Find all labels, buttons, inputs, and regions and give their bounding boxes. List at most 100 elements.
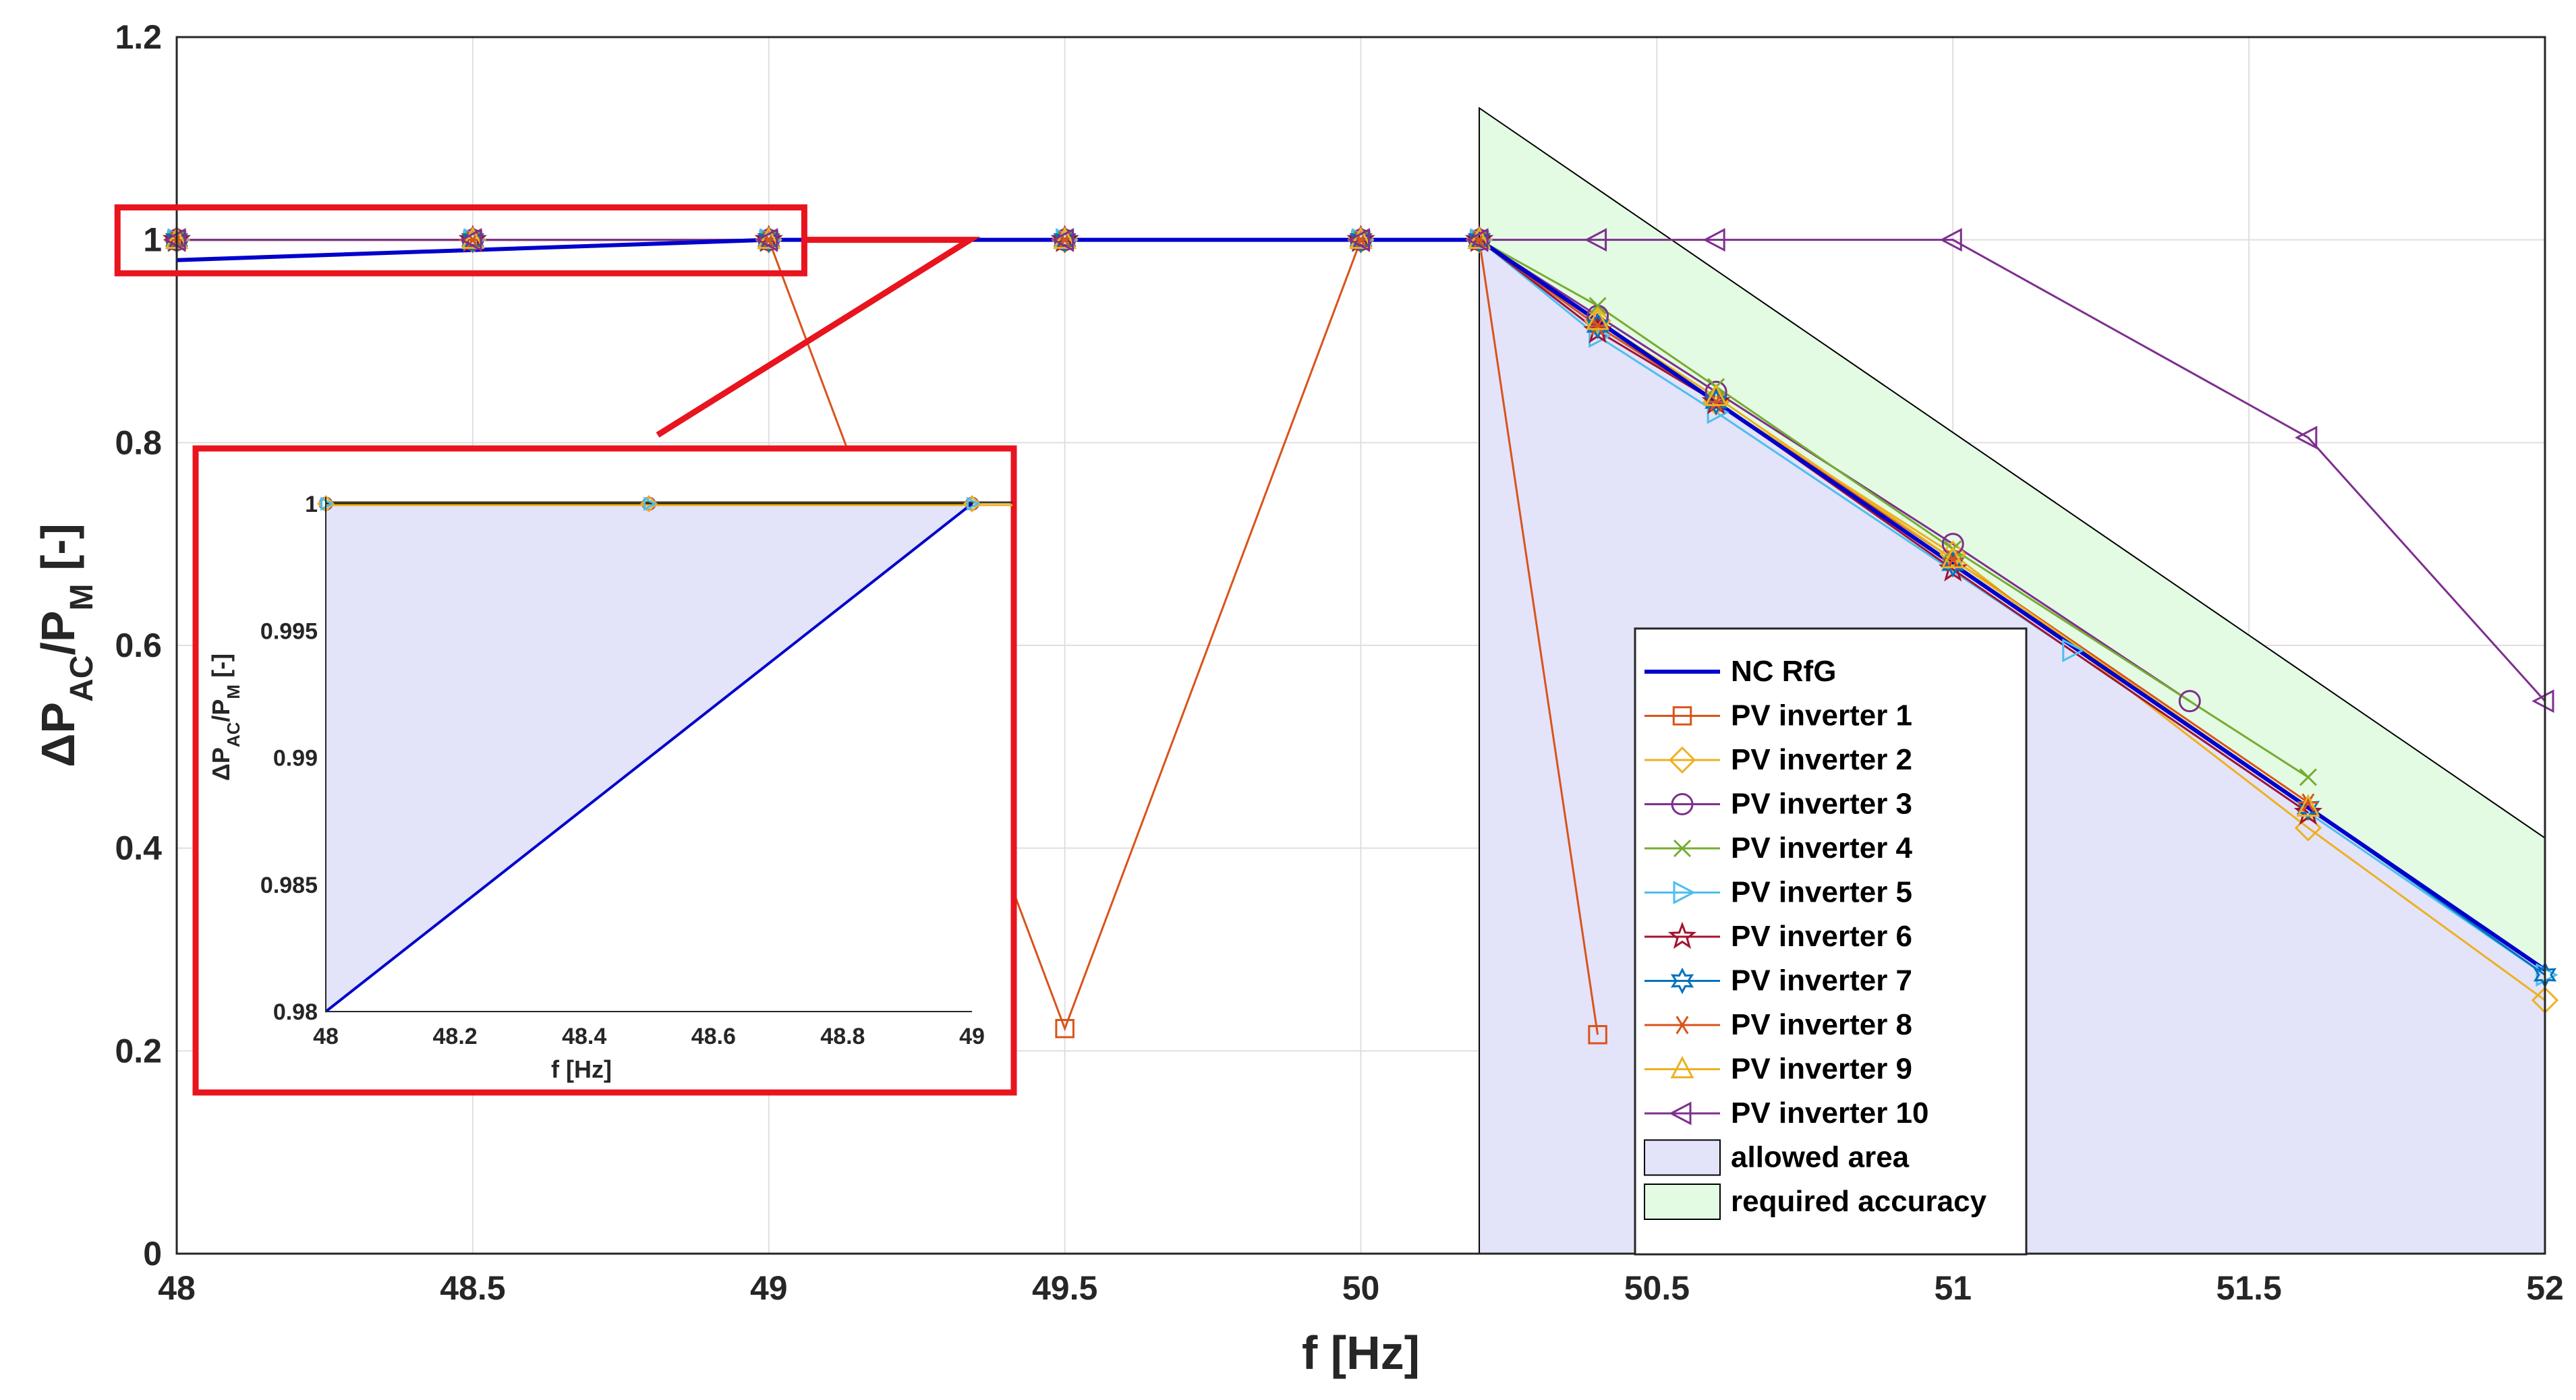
series-10-point-1 [459, 228, 482, 252]
y-tick-label-6: 1.2 [115, 18, 162, 56]
series-7-point-6 [1586, 312, 1609, 340]
series-8-point-9 [2297, 793, 2318, 812]
legend: NC RfG PV inverter 1 PV inverter 2 PV inver… [1634, 627, 2028, 1256]
legend-entry-4: PV inverter 4 [1731, 832, 1913, 865]
x-axis-label: f [Hz] [1302, 1326, 1420, 1379]
zoom-connector-line [656, 237, 981, 438]
y-tick-label-1: 0.2 [115, 1032, 162, 1070]
legend-entry-6: PV inverter 6 [1731, 920, 1912, 953]
series-5-point-9 [2536, 963, 2558, 987]
series-9-point-6 [1586, 308, 1610, 330]
series-1-point-3 [1055, 1019, 1075, 1039]
legend-entry-8: PV inverter 8 [1731, 1008, 1912, 1041]
inset-y-tick-label-1: 0.985 [260, 873, 318, 898]
series-7-point-7 [1705, 388, 1728, 415]
series-4-point-6 [1588, 297, 1607, 315]
series-9-point-5 [1467, 226, 1491, 250]
inset-x-tick-label-2: 48.4 [562, 1024, 606, 1049]
x-tick-label-0: 48 [158, 1269, 196, 1307]
inset-nc-rfg-line [324, 502, 973, 1013]
x-tick-label-3: 49.5 [1032, 1269, 1097, 1307]
series-1-point-6 [1588, 1025, 1607, 1045]
series-7-point-2 [757, 226, 780, 254]
inset-x-tick-label-4: 48.8 [820, 1024, 865, 1049]
series-4-point-9 [2299, 768, 2317, 786]
series-8-point-6 [1587, 316, 1608, 336]
inset-x-tick-label-1: 48.2 [433, 1024, 478, 1049]
series-10-point-5 [1466, 228, 1489, 252]
y-axis-label: ΔPAC/PM [-] [32, 523, 100, 767]
legend-entry-9: PV inverter 9 [1731, 1053, 1912, 1086]
series-7-point-5 [1467, 226, 1491, 254]
y-tick-label-2: 0.4 [115, 829, 162, 867]
inset-marker-triangle-2 [967, 496, 981, 511]
legend-area-entry-1: required accuracy [1731, 1185, 1987, 1218]
inset-y-tick-label-4: 1 [305, 492, 318, 517]
legend-entry-10: PV inverter 10 [1731, 1097, 1929, 1130]
x-tick-label-1: 48.5 [440, 1269, 505, 1307]
series-5-point-6 [1588, 324, 1611, 348]
main-series-markers [162, 225, 2559, 1045]
legend-marker-1 [1672, 706, 1692, 726]
main-tick-labels: 48 48.5 49 49.5 50 50.5 51 51.5 52 0 0.2 0.4 0.6 0.8 1… [115, 18, 2563, 1307]
inset-y-tick-label-0: 0.98 [273, 999, 318, 1025]
legend-marker-7 [1670, 967, 1694, 995]
legend-marker-3 [1671, 793, 1694, 815]
series-9-point-7 [1704, 383, 1728, 407]
inset-y-tick-label-2: 0.99 [273, 746, 318, 771]
y-tick-label-0: 0 [143, 1235, 162, 1273]
series-10-point-10 [2531, 689, 2554, 713]
inset-y-tick-label-3: 0.995 [260, 618, 318, 644]
legend-marker-9 [1670, 1055, 1694, 1078]
legend-marker-10 [1669, 1101, 1692, 1126]
legend-marker-8 [1672, 1016, 1692, 1034]
x-tick-label-2: 49 [750, 1269, 788, 1307]
series-9-point-4 [1349, 226, 1373, 250]
inset-x-tick-label-3: 48.6 [691, 1024, 736, 1049]
x-tick-label-6: 51 [1934, 1269, 1972, 1307]
series-3-point-9 [2178, 690, 2201, 713]
series-10-point-9 [2295, 426, 2318, 450]
series-7-point-3 [1053, 226, 1077, 254]
legend-area-entry-0: allowed area [1731, 1141, 1910, 1174]
x-tick-label-4: 50 [1342, 1269, 1380, 1307]
legend-swatch-1 [1644, 1184, 1721, 1220]
series-9-point-2 [757, 226, 781, 250]
plot-frame [175, 36, 2546, 1255]
series-9-point-8 [1941, 546, 1965, 568]
legend-marker-4 [1673, 839, 1692, 858]
series-7-point-4 [1349, 226, 1373, 254]
inset-marker-triangle-1 [643, 496, 658, 511]
inset-chart: 48 48.2 48.4 48.6 48.8 49 0.98 0.985 0.99 0.995 1 f… [192, 445, 1017, 1096]
legend-entry-7: PV inverter 7 [1731, 964, 1912, 997]
inset-x-tick-label-5: 49 [959, 1024, 985, 1049]
y-tick-label-4: 0.8 [115, 424, 162, 461]
series-10-point-8 [1939, 228, 1962, 252]
series-8-point-7 [1706, 392, 1727, 411]
inset-x-tick-label-0: 48 [313, 1024, 339, 1049]
series-10-point-6 [1584, 228, 1607, 252]
inset-y-axis-label: ΔPAC/PM [-] [207, 653, 244, 781]
y-tick-label-3: 0.6 [115, 626, 162, 664]
x-tick-label-8: 52 [2526, 1269, 2564, 1307]
y-tick-label-5: 1 [143, 221, 162, 259]
legend-entry-1: PV inverter 1 [1731, 699, 1912, 732]
series-5-point-8 [2062, 639, 2085, 663]
legend-marker-2 [1668, 746, 1696, 774]
series-10-point-7 [1702, 228, 1725, 252]
series-2-point-6 [1584, 307, 1611, 335]
legend-marker-5 [1673, 881, 1696, 904]
legend-entry-5: PV inverter 5 [1731, 876, 1912, 909]
series-10-point-2 [755, 228, 778, 252]
legend-swatch-0 [1644, 1139, 1721, 1176]
series-10-point-3 [1051, 228, 1075, 252]
series-10-point-0 [163, 228, 186, 252]
zoom-callout [114, 204, 981, 438]
x-tick-label-5: 50.5 [1624, 1269, 1690, 1307]
series-9-point-1 [461, 226, 485, 250]
inset-marker-triangle-0 [320, 496, 335, 511]
x-tick-label-7: 51.5 [2216, 1269, 2281, 1307]
legend-entry-3: PV inverter 3 [1731, 788, 1912, 821]
legend-entry-0: NC RfG [1731, 655, 1836, 688]
